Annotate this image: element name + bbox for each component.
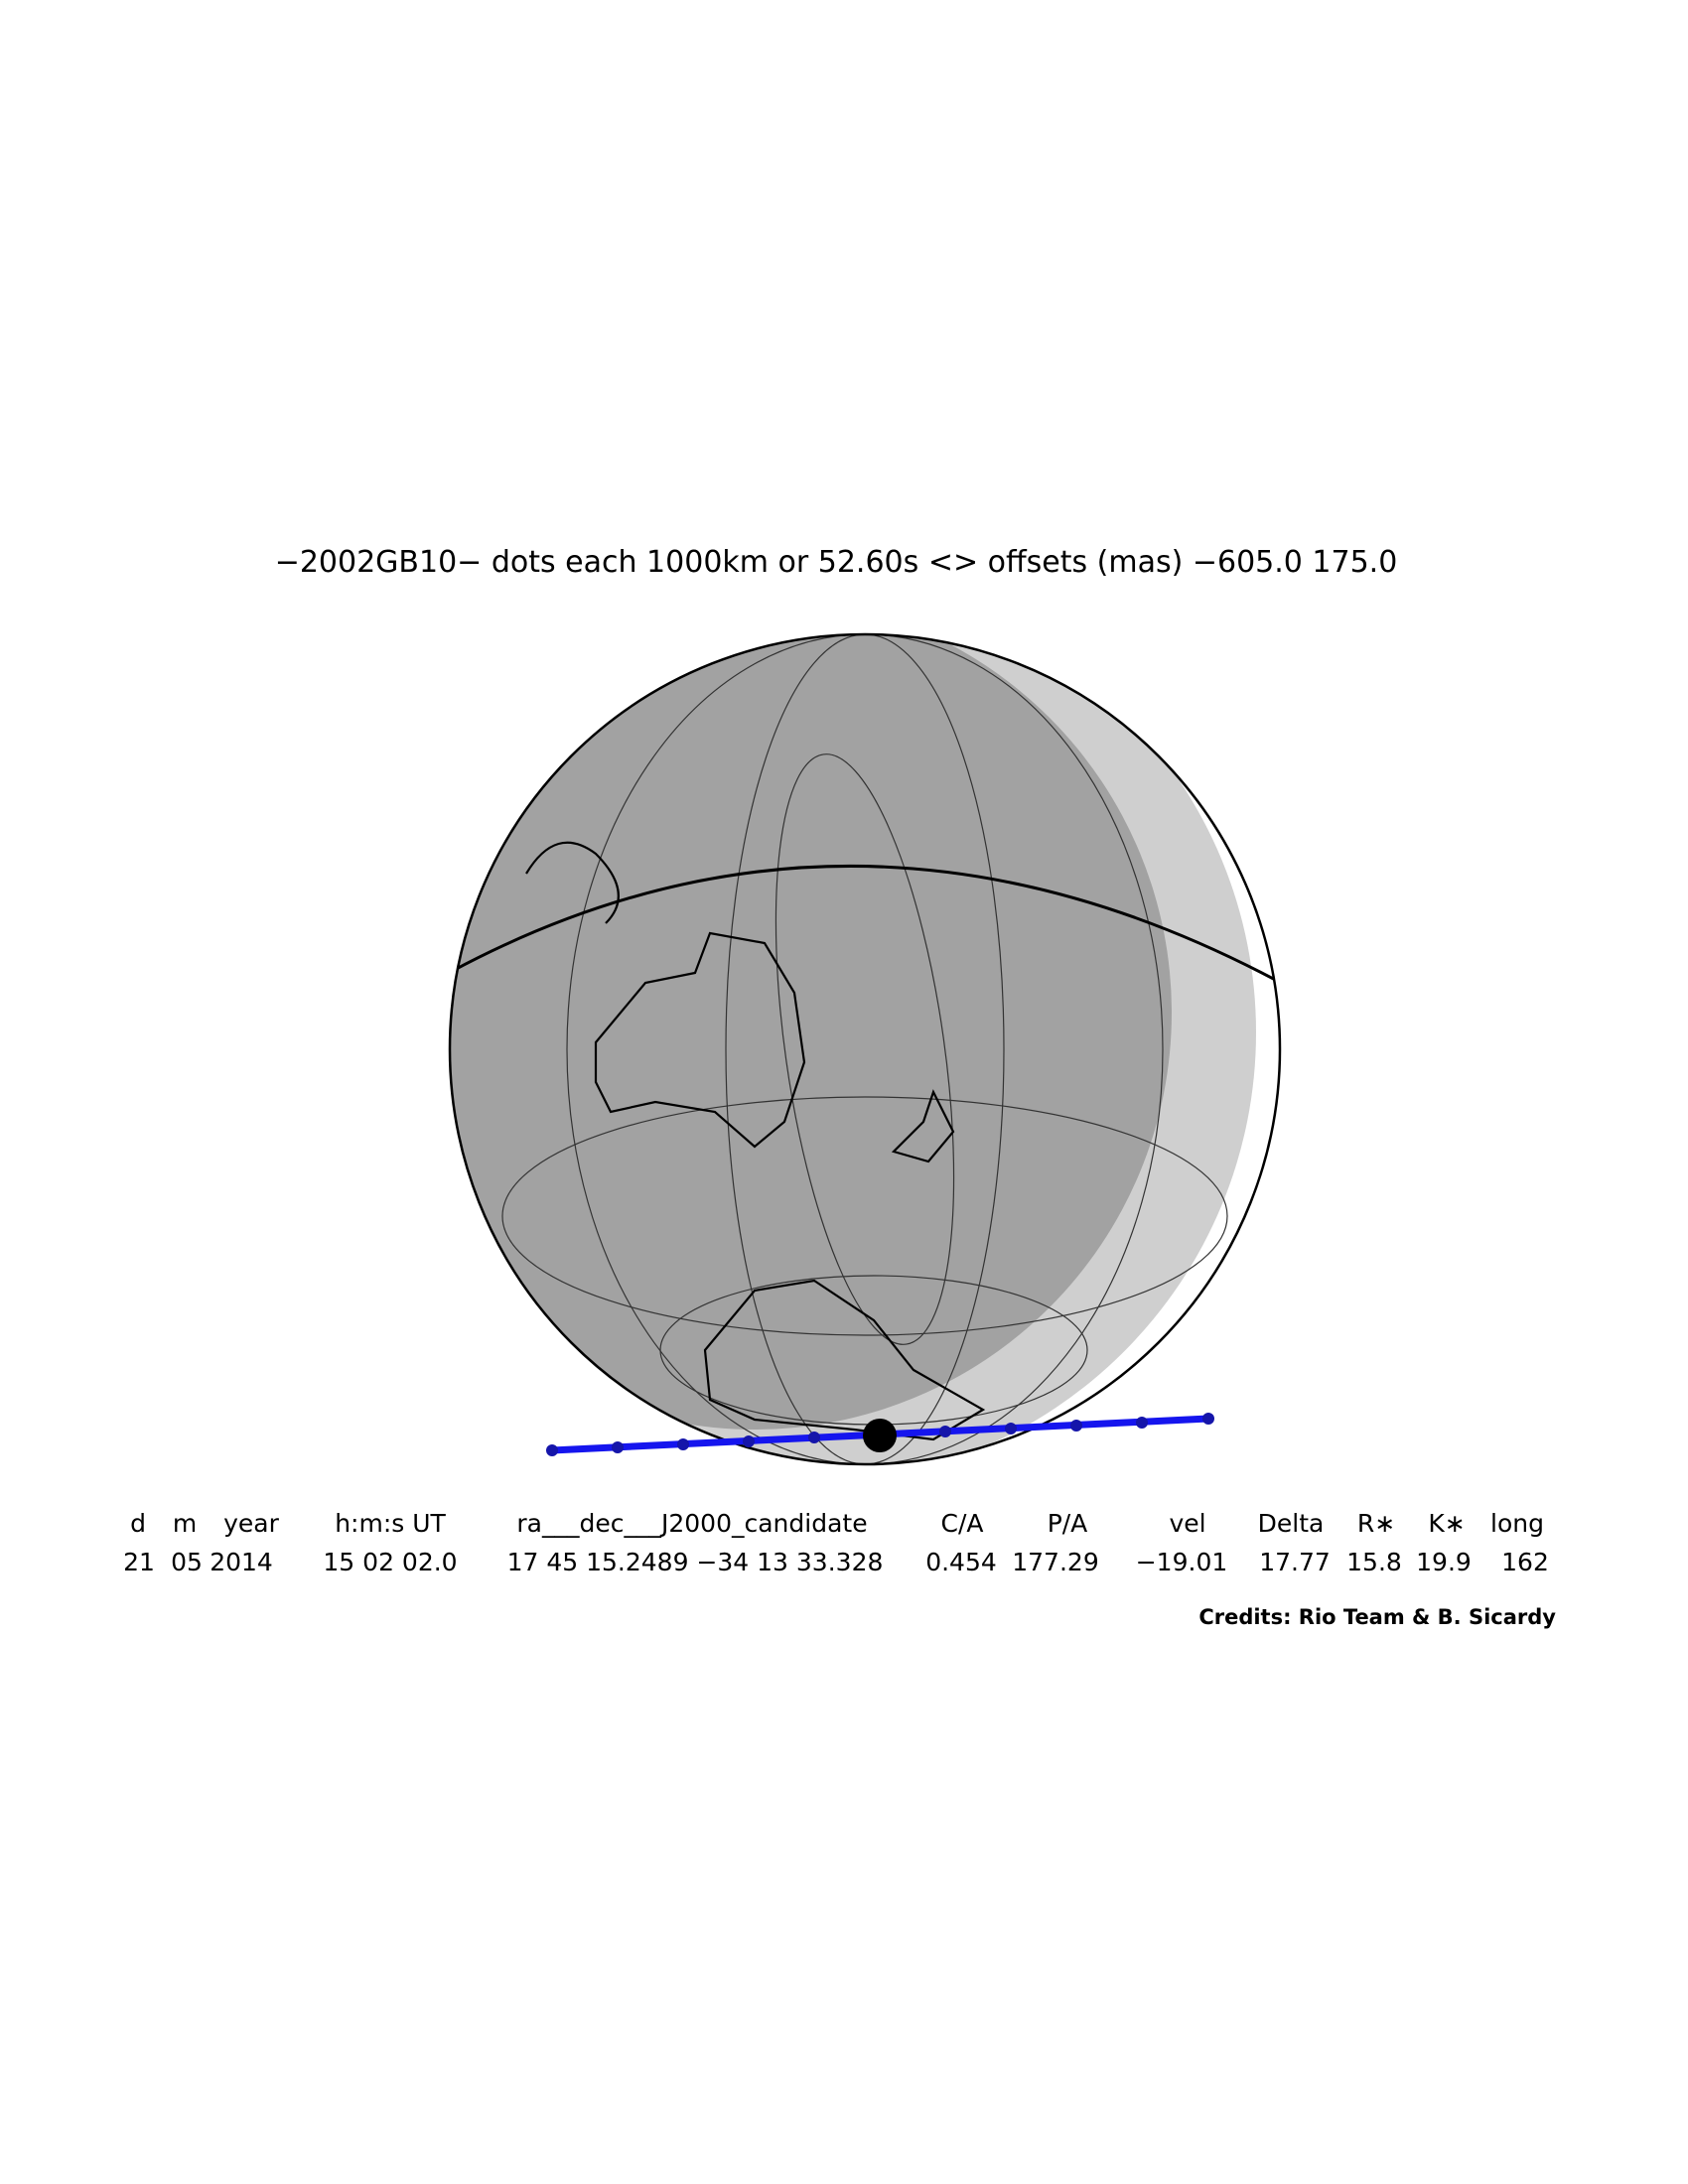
credits: Credits: Rio Team & B. Sicardy [1198, 1605, 1556, 1629]
table-cell: 2014 [210, 1548, 273, 1576]
title: −2002GB10− dots each 1000km or 52.60s <>… [275, 545, 1398, 580]
column-header: m [173, 1509, 197, 1538]
column-header: h:m:s UT [335, 1509, 446, 1538]
column-header: K∗ [1428, 1509, 1465, 1538]
shadow-path [546, 1413, 1214, 1456]
table-cell: 162 [1501, 1548, 1549, 1576]
column-header: vel [1169, 1509, 1205, 1538]
table-cell: 0.454 [925, 1548, 997, 1576]
table-cell: −19.01 [1136, 1548, 1228, 1576]
event-table: d m year h:m:s UT ra___dec___J2000_candidate… [123, 1509, 1549, 1576]
column-header: P/A [1048, 1509, 1088, 1538]
column-header: year [223, 1509, 279, 1538]
column-header: long [1490, 1509, 1544, 1538]
table-cell: 177.29 [1012, 1548, 1098, 1576]
column-header: d [130, 1509, 146, 1538]
table-cell: 19.9 [1416, 1548, 1472, 1576]
column-header: C/A [941, 1509, 984, 1538]
table-cell: 21 [123, 1548, 155, 1576]
table-cell: 17 45 15.2489 −34 13 33.328 [507, 1548, 884, 1576]
column-header: Delta [1258, 1509, 1325, 1538]
column-header: ra___dec___J2000_candidate [516, 1509, 867, 1538]
table-cell: 15.8 [1346, 1548, 1402, 1576]
column-header: R∗ [1357, 1509, 1395, 1538]
table-cell: 15 02 02.0 [323, 1548, 457, 1576]
globe [448, 632, 1282, 1466]
table-cell: 17.77 [1259, 1548, 1331, 1576]
table-cell: 05 [171, 1548, 203, 1576]
